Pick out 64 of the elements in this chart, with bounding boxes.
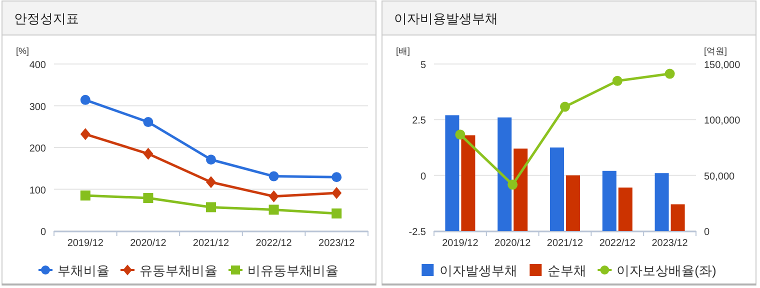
y2-tick-label: 50,000 [704,171,736,182]
point [508,180,518,190]
point [268,171,279,182]
legend-label: 유동부채비율 [140,263,218,278]
point [80,94,90,105]
y-tick-label: 200 [29,144,46,154]
x-tick-label: 2021/12 [192,238,230,249]
legend-label: 순부채 [548,263,587,278]
bar [514,148,528,231]
legend-label: 이자보상배율(좌) [616,263,716,278]
x-tick-label: 2022/12 [599,238,636,249]
y2-tick-label: 100,000 [704,116,741,127]
y-tick-label: 0 [40,227,46,238]
bar [602,170,616,231]
bar [618,188,632,231]
point [268,190,279,202]
chart-title: 안정성지표 [14,11,79,26]
point [80,190,90,201]
point [332,187,342,200]
point [143,148,154,160]
x-tick-label: 2023/12 [652,238,688,249]
y2-tick-label: 150,000 [704,60,741,71]
point [268,204,279,215]
bar [498,117,512,231]
point [455,130,466,140]
y-tick-label: 300 [29,102,46,113]
x-tick-label: 2021/12 [546,238,584,249]
y-tick-label: 400 [29,60,46,71]
y-tick-label: 0 [420,171,426,182]
point [612,76,622,86]
point [143,117,154,128]
point [206,154,216,165]
y-axis-title: [배] [396,46,410,56]
y-tick-label: -2.5 [408,227,426,238]
x-tick-label: 2019/12 [442,238,479,249]
point [206,202,216,212]
y2-tick-label: 0 [704,227,710,238]
bar [550,148,564,231]
point [206,176,216,188]
point [664,68,675,79]
x-tick-label: 2022/12 [256,238,292,249]
y2-axis-title: [억원] [704,46,728,56]
y-tick-label: 5 [420,60,426,71]
legend-label: 부채비율 [58,263,110,278]
point [332,172,342,182]
y-axis-title: [%] [16,46,30,56]
legend-label: 비유동부채비율 [248,263,338,278]
bar [654,173,669,231]
y-tick-label: 2.5 [412,116,426,127]
bar [566,175,580,231]
point [332,208,342,218]
bar [461,135,476,231]
x-tick-label: 2020/12 [130,238,167,249]
legend-label: 이자발생부채 [440,263,518,278]
bar [670,204,685,231]
point [560,102,570,112]
point [143,193,154,204]
bar [445,115,460,231]
x-tick-label: 2019/12 [67,238,104,249]
x-tick-label: 2023/12 [318,238,356,249]
chart-title: 이자비용발생부채 [394,11,498,26]
x-tick-label: 2020/12 [494,238,532,249]
point [80,128,90,140]
y-tick-label: 100 [29,185,46,196]
